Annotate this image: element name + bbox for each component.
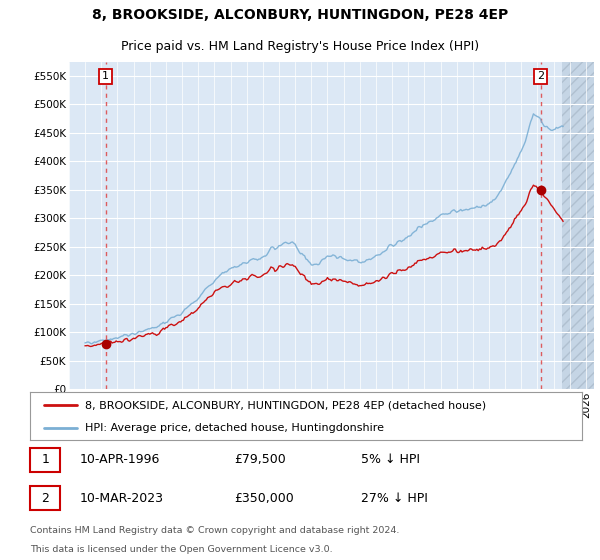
Text: £350,000: £350,000 [234, 492, 294, 505]
Text: £79,500: £79,500 [234, 453, 286, 466]
Text: Price paid vs. HM Land Registry's House Price Index (HPI): Price paid vs. HM Land Registry's House … [121, 40, 479, 53]
Text: 1: 1 [102, 71, 109, 81]
Bar [562, 62, 594, 389]
Text: 2: 2 [537, 71, 544, 81]
Text: HPI: Average price, detached house, Huntingdonshire: HPI: Average price, detached house, Hunt… [85, 423, 384, 433]
Text: 8, BROOKSIDE, ALCONBURY, HUNTINGDON, PE28 4EP: 8, BROOKSIDE, ALCONBURY, HUNTINGDON, PE2… [92, 8, 508, 22]
Text: 8, BROOKSIDE, ALCONBURY, HUNTINGDON, PE28 4EP (detached house): 8, BROOKSIDE, ALCONBURY, HUNTINGDON, PE2… [85, 400, 487, 410]
FancyBboxPatch shape [30, 486, 61, 511]
Text: 5% ↓ HPI: 5% ↓ HPI [361, 453, 420, 466]
Text: Contains HM Land Registry data © Crown copyright and database right 2024.: Contains HM Land Registry data © Crown c… [30, 526, 400, 535]
Text: 10-APR-1996: 10-APR-1996 [80, 453, 160, 466]
FancyBboxPatch shape [30, 447, 61, 472]
Text: 2: 2 [41, 492, 49, 505]
Text: 27% ↓ HPI: 27% ↓ HPI [361, 492, 428, 505]
Text: 1: 1 [41, 453, 49, 466]
Text: 10-MAR-2023: 10-MAR-2023 [80, 492, 164, 505]
Text: This data is licensed under the Open Government Licence v3.0.: This data is licensed under the Open Gov… [30, 545, 332, 554]
